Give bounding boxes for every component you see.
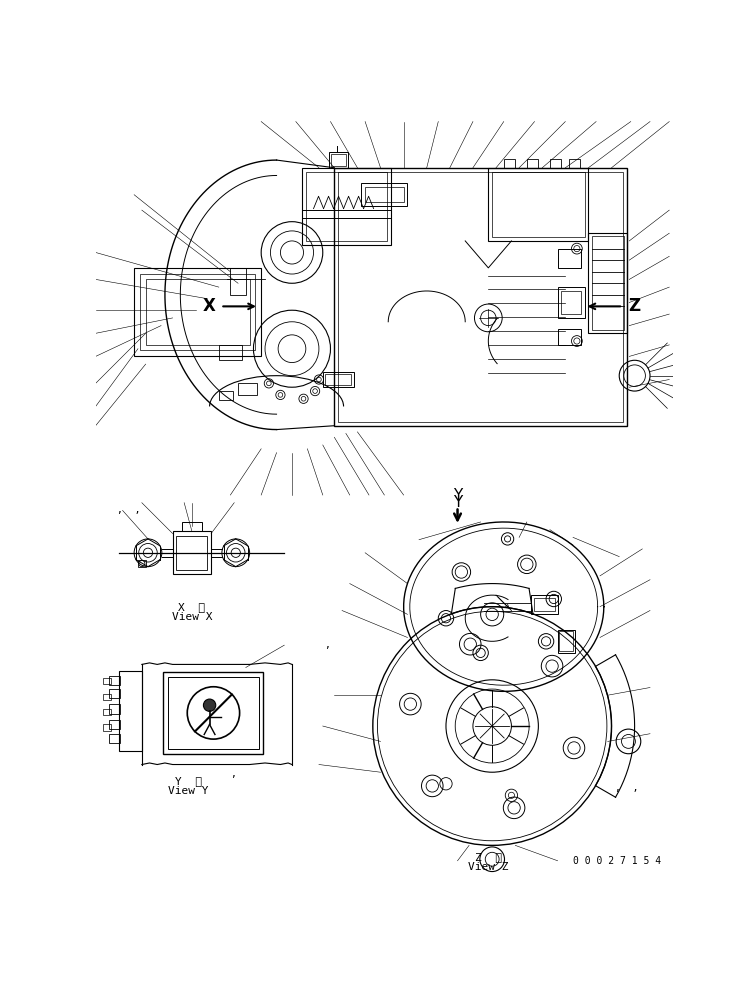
Bar	[146, 280, 250, 345]
Text: ,  ,: , ,	[117, 505, 141, 515]
Bar	[238, 384, 257, 395]
Text: 0 0 0 2 7 1 5 4: 0 0 0 2 7 1 5 4	[574, 856, 662, 866]
Text: View Z: View Z	[468, 862, 509, 872]
Bar	[557, 248, 580, 268]
Bar	[302, 168, 391, 245]
Text: ,: ,	[324, 641, 329, 650]
Bar	[230, 268, 246, 295]
Bar	[557, 330, 580, 345]
Bar	[172, 531, 211, 574]
Circle shape	[203, 699, 216, 711]
Bar	[104, 725, 111, 731]
Text: Z: Z	[628, 297, 640, 315]
Bar	[557, 630, 574, 653]
Bar	[104, 694, 111, 699]
Text: View X: View X	[172, 612, 212, 622]
Bar	[110, 676, 120, 685]
Bar	[219, 345, 242, 360]
Bar	[562, 291, 580, 314]
Bar	[138, 560, 146, 567]
Bar	[322, 372, 353, 387]
Bar	[306, 172, 387, 241]
Text: X: X	[203, 297, 216, 315]
Text: View Y: View Y	[168, 787, 208, 797]
Bar	[334, 168, 627, 426]
Bar	[569, 159, 580, 168]
Bar	[329, 152, 348, 168]
Bar	[332, 154, 346, 166]
Bar	[325, 374, 351, 385]
Bar	[104, 709, 111, 715]
Text: Z  視: Z 視	[475, 852, 502, 862]
Bar	[182, 522, 202, 531]
Text: Y: Y	[453, 488, 462, 502]
Bar	[134, 268, 261, 356]
Bar	[560, 632, 573, 651]
Bar	[219, 391, 232, 400]
Bar	[365, 187, 404, 202]
Bar	[164, 672, 263, 753]
Bar	[492, 172, 584, 237]
Bar	[504, 159, 515, 168]
Text: ,  ,: , ,	[615, 783, 639, 793]
Bar	[589, 233, 627, 334]
Bar	[110, 734, 120, 743]
Bar	[534, 598, 554, 611]
Bar	[488, 168, 589, 241]
Text: Y  視: Y 視	[175, 776, 202, 787]
Bar	[550, 159, 561, 168]
Bar	[110, 689, 120, 698]
Text: ,: ,	[230, 769, 236, 779]
Text: Y: Y	[453, 495, 462, 510]
Bar	[557, 287, 584, 318]
Bar	[531, 595, 557, 614]
Bar	[168, 677, 259, 749]
Bar	[118, 671, 142, 750]
Bar	[176, 536, 207, 570]
Text: X  視: X 視	[178, 601, 206, 612]
Bar	[140, 274, 255, 350]
Bar	[110, 720, 120, 729]
Bar	[592, 236, 624, 331]
Bar	[362, 183, 407, 206]
Bar	[338, 172, 623, 422]
Bar	[110, 704, 120, 714]
Bar	[526, 159, 538, 168]
Bar	[104, 678, 111, 685]
